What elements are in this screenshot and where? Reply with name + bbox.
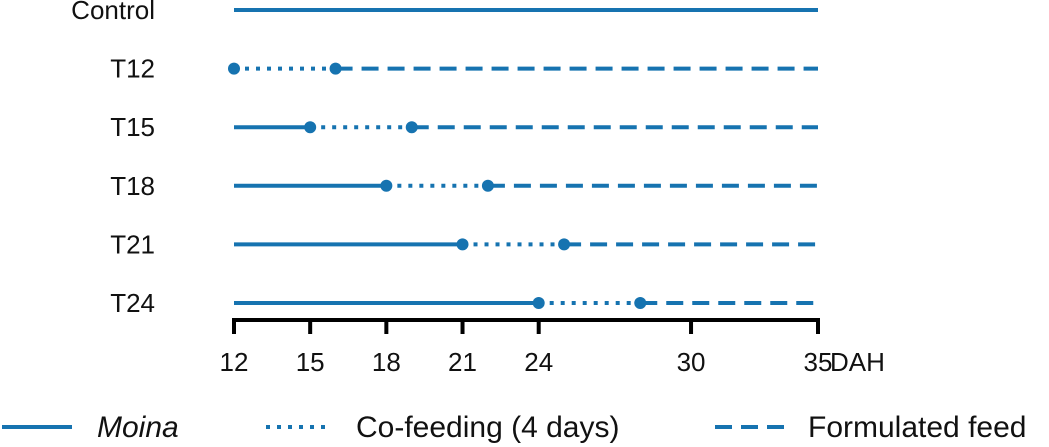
transition-marker: [228, 62, 240, 75]
row-label: T15: [110, 112, 155, 142]
legend: Moina Co-feeding (4 days) Formulated feed: [2, 411, 1026, 444]
transition-marker: [405, 121, 418, 134]
legend-item-cofeeding: Co-feeding (4 days): [266, 411, 619, 444]
row-label: Control: [71, 0, 155, 25]
timeline-rows: Control T12 T15 T18 T21 T24: [71, 0, 818, 318]
row-control: Control: [71, 0, 818, 25]
row-label: T24: [110, 288, 155, 318]
row-label: T21: [110, 229, 155, 259]
transition-marker: [532, 297, 545, 309]
x-tick-label: 21: [448, 347, 477, 377]
transition-marker: [456, 238, 469, 251]
row-t21: T21: [110, 229, 818, 259]
transition-marker: [380, 179, 393, 192]
row-t18: T18: [110, 171, 818, 201]
x-tick-label: 24: [524, 347, 553, 377]
row-t24: T24: [110, 288, 818, 318]
row-t12: T12: [110, 54, 818, 84]
transition-marker: [634, 297, 647, 309]
x-axis-unit: DAH: [830, 347, 885, 377]
x-tick-label: 12: [220, 347, 249, 377]
row-t15: T15: [110, 112, 818, 142]
transition-marker: [481, 179, 494, 192]
x-tick-label: 35: [804, 347, 833, 377]
transition-marker: [558, 238, 571, 251]
x-tick-label: 30: [677, 347, 706, 377]
transition-marker: [329, 62, 342, 75]
transition-marker: [304, 121, 317, 134]
legend-label: Moina: [97, 411, 179, 444]
legend-label: Formulated feed: [808, 411, 1026, 444]
legend-item-formulated: Formulated feed: [715, 411, 1026, 444]
x-tick-label: 15: [296, 347, 325, 377]
row-label: T18: [110, 171, 155, 201]
row-label: T12: [110, 54, 155, 84]
legend-label: Co-feeding (4 days): [356, 411, 619, 444]
legend-item-moina: Moina: [2, 411, 179, 444]
x-tick-label: 18: [372, 347, 401, 377]
